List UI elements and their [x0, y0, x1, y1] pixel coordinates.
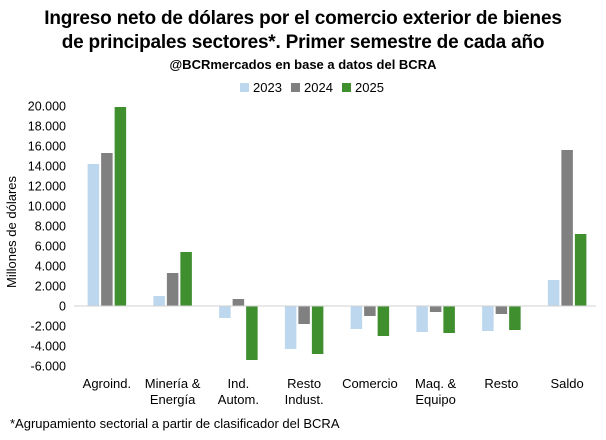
legend-swatch-2025: [342, 83, 351, 92]
y-tick-label: 10.000: [28, 200, 66, 214]
footnote: *Agrupamiento sectorial a partir de clas…: [10, 416, 340, 431]
x-category-label: Ind.: [228, 376, 250, 391]
x-category-label: Maq. &: [415, 376, 457, 391]
legend-label-2023: 2023: [253, 80, 282, 95]
x-category-label: Agroind.: [83, 376, 131, 391]
y-tick-label: 14.000: [28, 160, 66, 174]
y-tick-label: 4.000: [35, 260, 66, 274]
y-tick-label: 8.000: [35, 220, 66, 234]
y-tick-label: -2.000: [31, 320, 66, 334]
x-category-label: Indust.: [285, 392, 324, 407]
bar-2023-3: [284, 306, 297, 349]
bar-2024-6: [495, 306, 508, 314]
y-axis-label: Millones de dólares: [4, 176, 19, 289]
bar-2025-0: [114, 107, 127, 306]
bar-2024-3: [298, 306, 310, 324]
x-category-label: Equipo: [415, 392, 455, 407]
bar-2024-0: [101, 153, 113, 306]
legend-swatch-2024: [291, 83, 300, 92]
bar-2023-0: [87, 164, 100, 306]
bar-2023-5: [416, 306, 428, 332]
legend-label-2024: 2024: [304, 80, 333, 95]
bar-2025-7: [574, 234, 587, 306]
bar-2024-5: [429, 306, 442, 312]
bar-2025-2: [246, 306, 258, 360]
bar-2023-2: [219, 306, 231, 318]
x-category-label: Saldo: [551, 376, 584, 391]
bar-2024-7: [561, 150, 573, 306]
bar-2024-4: [364, 306, 376, 316]
legend-swatch-2023: [240, 83, 249, 92]
x-category-label: Resto: [484, 376, 518, 391]
x-category-label: Resto: [287, 376, 321, 391]
y-tick-label: 20.000: [28, 100, 66, 114]
y-tick-label: 12.000: [28, 180, 66, 194]
y-tick-label: -4.000: [31, 340, 66, 354]
bar-2023-4: [350, 306, 363, 329]
x-category-label: Minería &: [145, 376, 201, 391]
bar-2023-6: [482, 306, 494, 331]
x-category-label: Autom.: [218, 392, 259, 407]
chart-title-line-1: Ingreso neto de dólares por el comercio …: [44, 8, 562, 29]
bar-2025-6: [509, 306, 521, 330]
x-category-label: Comercio: [342, 376, 398, 391]
bar-2024-1: [166, 273, 179, 306]
y-tick-label: 0: [59, 300, 66, 314]
bar-2023-7: [547, 280, 560, 306]
y-tick-label: 16.000: [28, 140, 66, 154]
y-tick-label: -6.000: [31, 360, 66, 374]
y-tick-label: 6.000: [35, 240, 66, 254]
bar-2025-3: [311, 306, 324, 354]
bar-2025-4: [377, 306, 390, 336]
legend-label-2025: 2025: [355, 80, 384, 95]
bar-2024-2: [232, 299, 245, 306]
chart-title-line-2: de principales sectores*. Primer semestr…: [61, 32, 545, 53]
y-tick-label: 2.000: [35, 280, 66, 294]
bar-2023-1: [153, 296, 165, 306]
chart-subtitle: @BCRmercados en base a datos del BCRA: [169, 57, 437, 72]
x-category-label: Energía: [150, 392, 196, 407]
bar-2025-1: [180, 252, 192, 306]
y-tick-label: 18.000: [28, 120, 66, 134]
bar-2025-5: [443, 306, 455, 333]
